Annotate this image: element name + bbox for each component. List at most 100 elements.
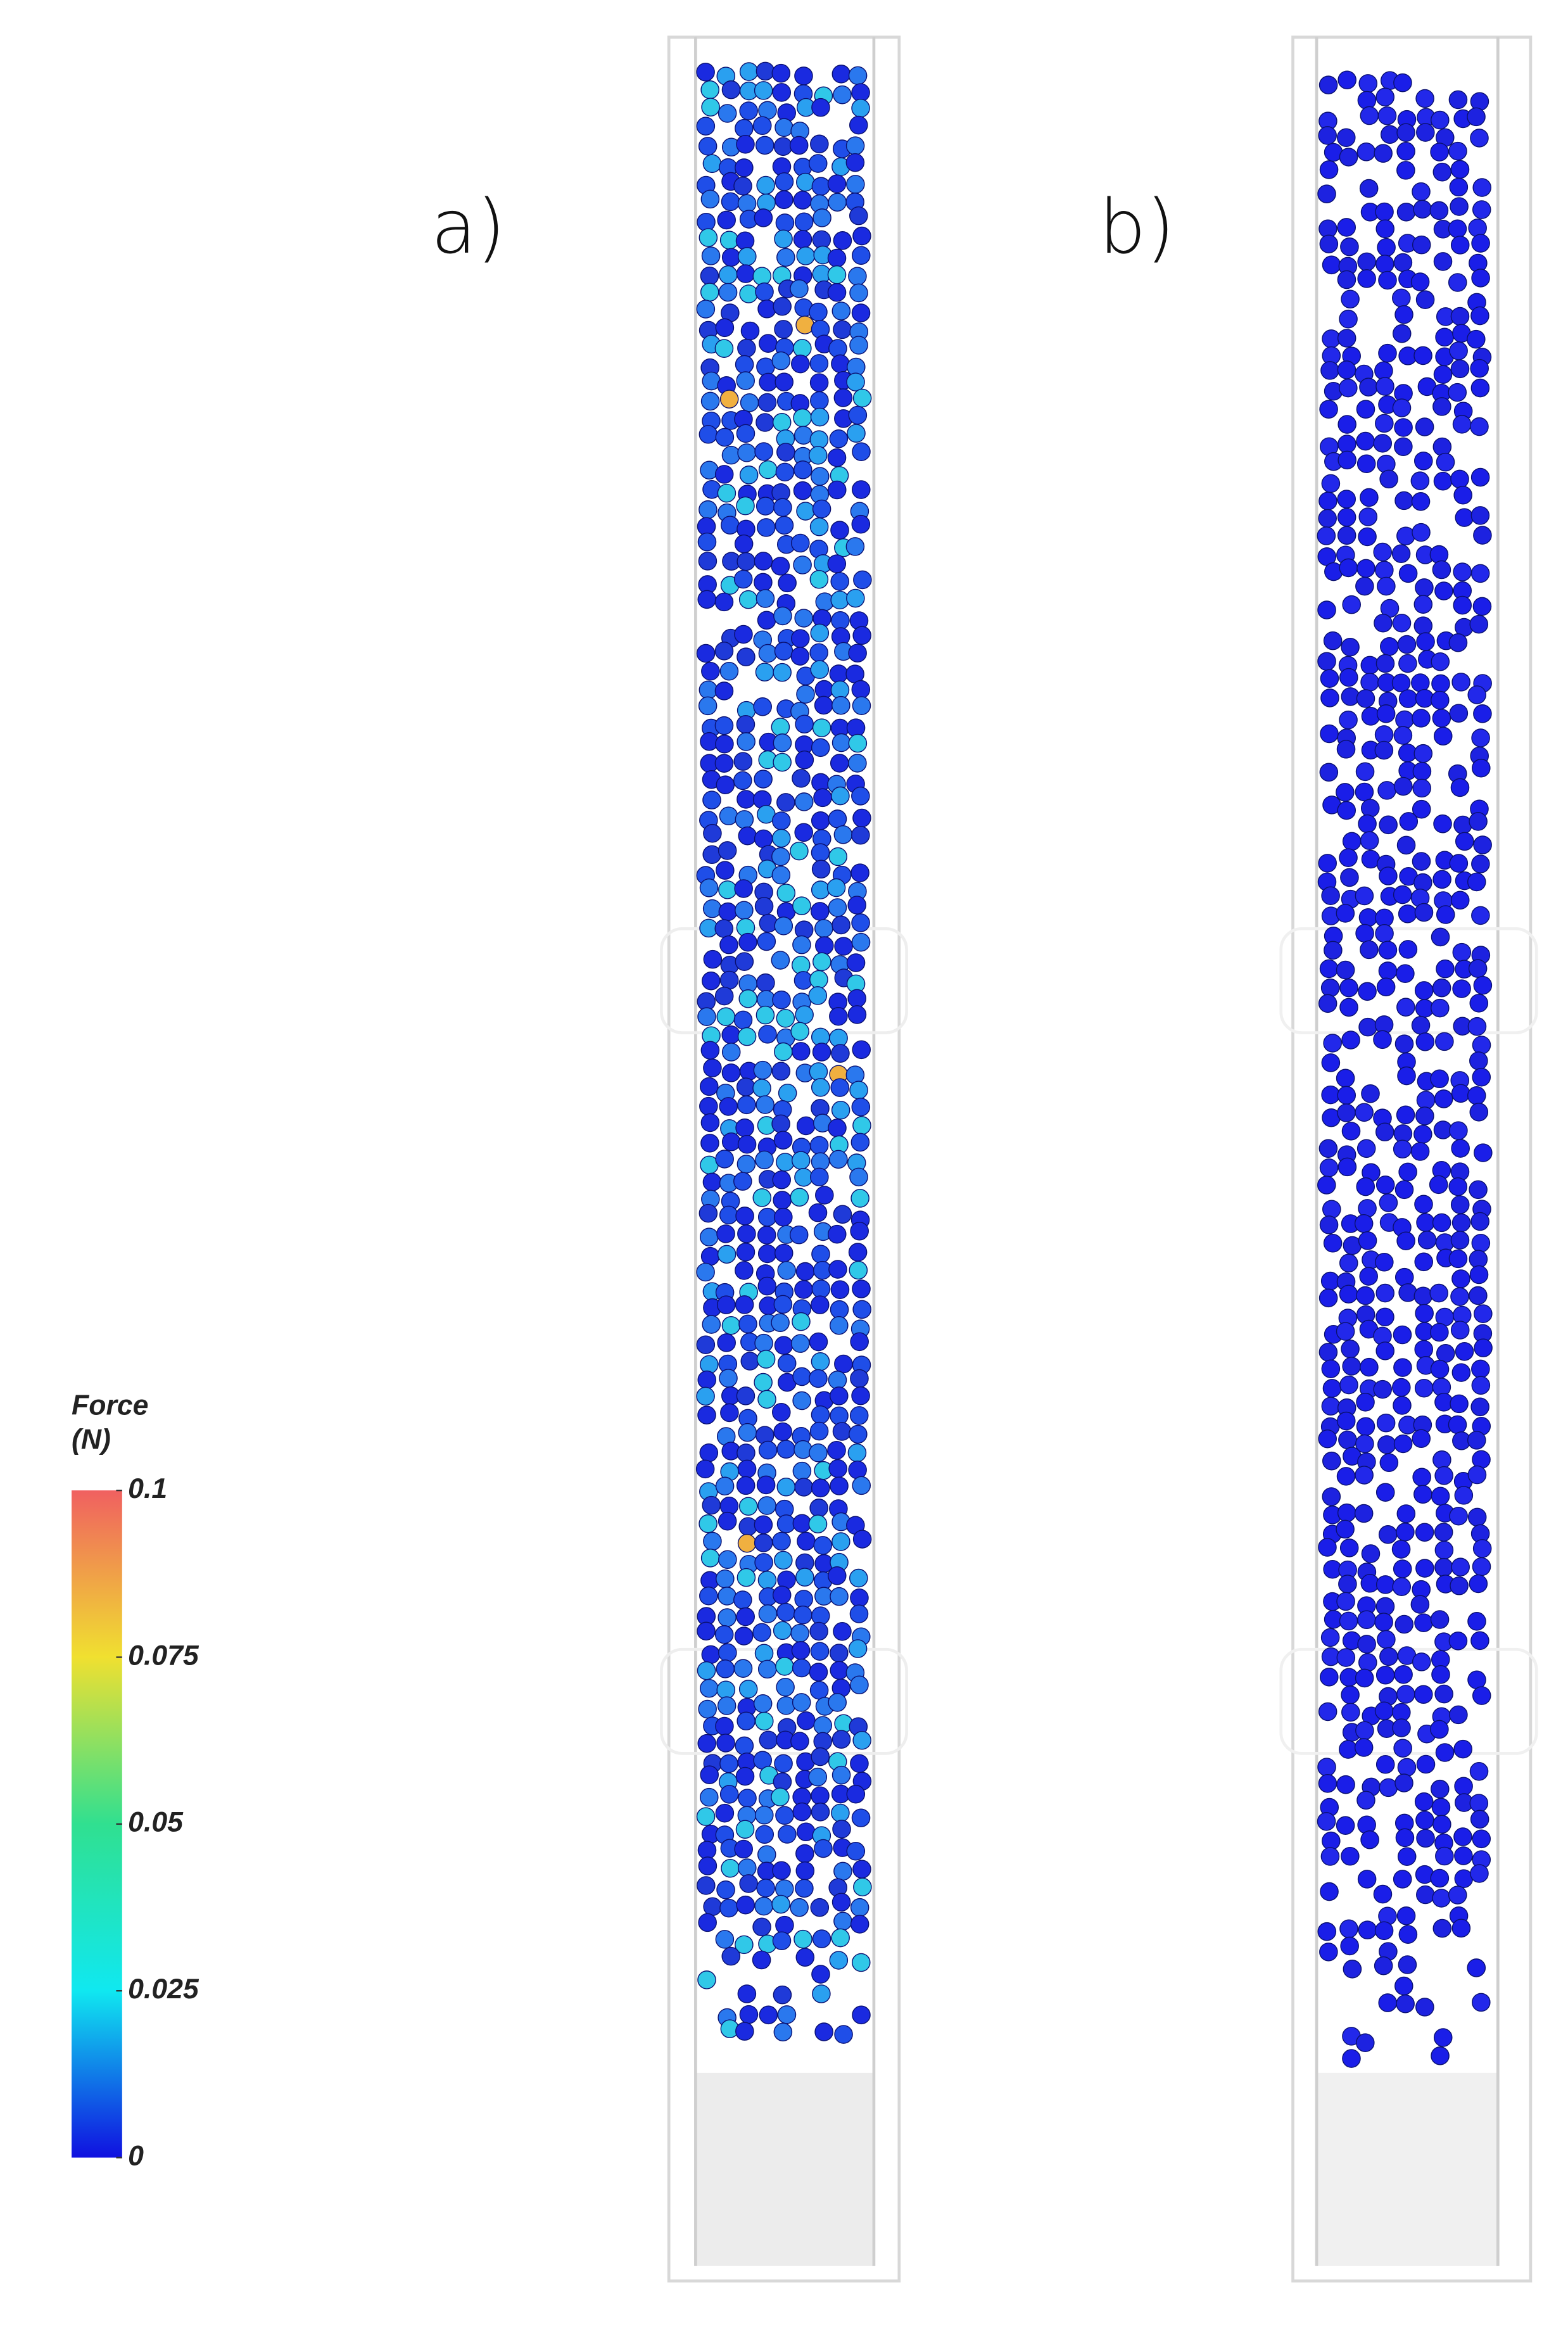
particle: [812, 952, 831, 972]
particle: [809, 569, 829, 589]
particle: [1360, 488, 1379, 507]
particle: [1360, 1357, 1379, 1377]
particle: [1472, 1557, 1491, 1576]
particle: [1378, 961, 1398, 980]
particle: [811, 177, 831, 196]
particle: [1375, 255, 1394, 274]
particle: [1341, 1340, 1360, 1359]
particle: [738, 1314, 757, 1334]
particle: [737, 732, 756, 751]
particle: [811, 1965, 830, 1984]
particle: [1360, 799, 1380, 818]
particle: [1454, 1846, 1473, 1865]
particle: [1433, 726, 1453, 746]
particle: [1471, 728, 1490, 747]
particle: [1322, 1451, 1341, 1471]
particle: [1321, 886, 1340, 906]
particle: [700, 1041, 720, 1060]
particle: [735, 901, 754, 920]
particle: [1358, 814, 1377, 834]
particle: [1451, 1139, 1470, 1158]
particle: [812, 718, 831, 737]
particle: [827, 448, 847, 467]
particle: [1337, 434, 1356, 453]
particle: [792, 1312, 811, 1331]
particle: [1430, 1720, 1449, 1739]
particle: [1431, 652, 1450, 671]
particle: [1373, 542, 1393, 562]
particle: [1377, 238, 1396, 257]
particle: [740, 393, 759, 412]
particle: [790, 1898, 809, 1917]
particle: [810, 1898, 830, 1917]
particle: [791, 533, 810, 553]
particle: [831, 1730, 851, 1749]
particle: [829, 429, 849, 448]
particle: [1392, 1577, 1412, 1596]
particle: [809, 1499, 828, 1518]
particle: [846, 588, 865, 608]
particle: [1358, 1231, 1377, 1250]
tube-a: [660, 35, 908, 2283]
particle: [795, 1844, 814, 1863]
particle: [718, 1608, 737, 1627]
particle: [756, 589, 775, 608]
particle: [1393, 1434, 1413, 1454]
particle: [845, 136, 865, 155]
particle: [1337, 1086, 1356, 1105]
particle: [735, 1736, 754, 1756]
particle: [719, 1369, 738, 1388]
particle: [1356, 1177, 1375, 1196]
particle: [1450, 236, 1470, 255]
particle: [811, 859, 831, 879]
particle: [752, 1079, 771, 1098]
particle: [1393, 885, 1412, 904]
particle: [828, 339, 847, 358]
particle: [1393, 1870, 1412, 1889]
particle: [833, 825, 853, 844]
particle: [1374, 613, 1393, 633]
particle: [794, 792, 814, 811]
particle: [794, 212, 814, 232]
particle: [734, 1626, 754, 1645]
particle: [752, 1188, 772, 1207]
particle: [827, 174, 847, 193]
particle: [1397, 1758, 1417, 1777]
particle: [813, 788, 832, 808]
particle: [809, 643, 828, 663]
particle: [852, 1279, 871, 1298]
particle: [1474, 1143, 1493, 1162]
particle: [792, 1802, 812, 1822]
particle: [754, 442, 773, 461]
particle: [1469, 1265, 1489, 1284]
particle: [1317, 1758, 1336, 1777]
particle: [795, 1861, 815, 1880]
particle: [775, 118, 793, 137]
particle: [795, 1005, 814, 1024]
particle: [1398, 1925, 1418, 1944]
particle: [737, 194, 757, 213]
particle: [789, 136, 809, 155]
particle: [717, 1245, 737, 1264]
particle: [1398, 654, 1417, 673]
particle: [772, 83, 792, 102]
particle: [1375, 87, 1395, 106]
particle: [740, 1352, 760, 1371]
particle: [1430, 1069, 1449, 1089]
particle: [790, 279, 809, 298]
particle: [754, 1515, 773, 1535]
particle: [808, 1514, 828, 1533]
particle: [828, 898, 847, 917]
colorbar-tick-label: 0.025: [128, 1974, 199, 2005]
particle: [1448, 1177, 1467, 1196]
particle: [774, 320, 793, 339]
tube-base: [1317, 2072, 1498, 2266]
particle: [852, 1300, 871, 1319]
particle: [793, 191, 812, 210]
particle: [754, 1533, 773, 1552]
particle: [1413, 595, 1433, 614]
particle: [1356, 400, 1375, 419]
particle: [735, 810, 754, 829]
particle: [1319, 1943, 1338, 1962]
particle: [1317, 1812, 1336, 1831]
